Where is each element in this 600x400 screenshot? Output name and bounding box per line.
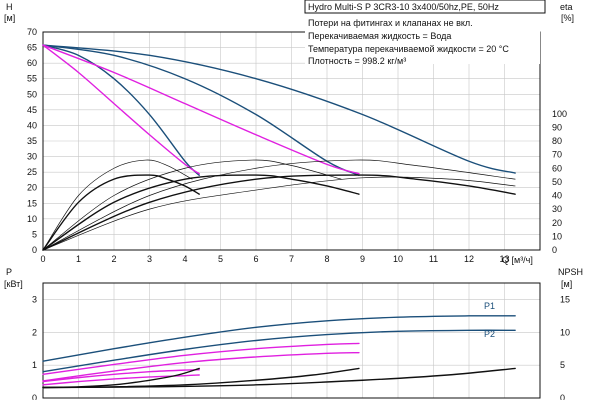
series-line-p1 <box>42 315 516 362</box>
bottom-panel-grid <box>42 283 541 399</box>
top-axis-ticks: 0 1 2 3 4 5 6 7 8 9 10 11 12 130510152025303540455055… <box>27 27 567 264</box>
y-left-tick-label: 3 <box>32 294 37 304</box>
top-plot-frame <box>42 31 541 251</box>
y-left-tick-label: 2 <box>32 327 37 337</box>
x-tick-label: 11 <box>429 254 438 264</box>
series-line-eta-thin-3 <box>42 159 516 251</box>
y-right-title-top: eta <box>560 2 573 12</box>
y-right-tick-label: 15 <box>560 294 570 304</box>
y-left-tick-label: 0 <box>32 245 37 255</box>
series-line-head-1-pump <box>42 44 200 176</box>
y-right-tick-label: 10 <box>552 231 562 241</box>
y-right-tick-label: 5 <box>560 360 565 370</box>
y-left-unit-top: [м] <box>4 13 15 23</box>
x-tick-label: 2 <box>111 254 116 264</box>
note-fittings: Потери на фитингах и клапанах не вкл. <box>308 18 473 28</box>
chart-title: Hydro Multi-S P 3CR3-10 3x400/50hz,PE, 5… <box>308 2 499 12</box>
series-line-head-reduced-1 <box>42 44 200 175</box>
y-left-unit-bottom: [кВт] <box>4 279 23 289</box>
notes-background <box>305 14 540 64</box>
y-left-tick-label: 45 <box>27 105 37 115</box>
x-tick-label: 6 <box>253 254 258 264</box>
y-right-tick-label: 60 <box>552 163 562 173</box>
bottom-series-group <box>42 315 516 389</box>
y-right-tick-label: 80 <box>552 136 562 146</box>
y-right-tick-label: 100 <box>552 109 567 119</box>
series-line-p2 <box>42 329 516 373</box>
series-line-head-3-pumps <box>42 44 516 174</box>
y-left-tick-label: 15 <box>27 198 37 208</box>
y-right-tick-label: 0 <box>560 393 565 400</box>
series-line-npsh-3-pumps <box>42 367 516 389</box>
y-left-tick-label: 65 <box>27 43 37 53</box>
series-line-power-2-b <box>42 351 360 382</box>
series-line-power-1-a <box>42 369 200 383</box>
x-tick-label: 13 <box>499 254 509 264</box>
y-left-tick-label: 0 <box>32 393 37 400</box>
y-right-tick-label: 30 <box>552 204 562 214</box>
series-line-eta-thin-4 <box>42 176 516 251</box>
y-right-tick-label: 50 <box>552 177 562 187</box>
series-line-eta-2-pumps <box>42 174 360 251</box>
y-right-tick-label: 0 <box>552 245 557 255</box>
series-line-eta-thin-2 <box>42 159 342 251</box>
y-left-tick-label: 30 <box>27 152 37 162</box>
x-tick-label: 3 <box>147 254 152 264</box>
x-tick-label: 9 <box>360 254 365 264</box>
series-line-eta-1-pump <box>42 174 200 251</box>
y-right-tick-label: 40 <box>552 191 562 201</box>
y-left-tick-label: 20 <box>27 183 37 193</box>
y-left-title-top: H <box>6 2 13 12</box>
y-left-tick-label: 40 <box>27 120 37 130</box>
note-liquid: Перекачиваемая жидкость = Вода <box>308 31 451 41</box>
series-label-p1: P1 <box>484 301 495 311</box>
y-left-tick-label: 25 <box>27 167 37 177</box>
series-line-eta-thin-1 <box>42 159 193 251</box>
x-tick-label: 1 <box>76 254 81 264</box>
bottom-plot-frame <box>42 282 541 399</box>
y-left-tick-label: 50 <box>27 89 37 99</box>
top-panel-grid <box>42 31 541 251</box>
series-line-npsh-2-pumps <box>42 367 360 389</box>
y-left-tick-label: 35 <box>27 136 37 146</box>
y-right-unit-bottom: [м] <box>561 279 572 289</box>
x-tick-label: 8 <box>324 254 329 264</box>
y-right-unit-top: [%] <box>561 13 574 23</box>
y-left-tick-label: 60 <box>27 58 37 68</box>
series-line-power-1-b <box>42 374 200 386</box>
y-left-tick-label: 5 <box>32 229 37 239</box>
y-left-tick-label: 10 <box>27 214 37 224</box>
title-box <box>304 0 546 14</box>
series-line-head-reduced-2 <box>42 44 360 175</box>
y-right-tick-label: 20 <box>552 218 562 228</box>
x-tick-label: 7 <box>289 254 294 264</box>
x-tick-label: 4 <box>182 254 187 264</box>
x-tick-label: 5 <box>218 254 223 264</box>
y-right-tick-label: 70 <box>552 150 562 160</box>
note-density: Плотность = 998.2 кг/м³ <box>308 56 406 66</box>
top-series-group <box>42 44 516 251</box>
bottom-axis-ticks: 0 1 2 3 0 5 10 15 <box>32 294 570 400</box>
x-tick-label: 0 <box>40 254 45 264</box>
y-left-tick-label: 70 <box>27 27 37 37</box>
series-line-power-2-a <box>42 342 360 376</box>
y-left-tick-label: 1 <box>32 360 37 370</box>
y-right-tick-label: 90 <box>552 122 562 132</box>
y-right-title-bottom: NPSH <box>558 267 583 277</box>
y-left-tick-label: 55 <box>27 74 37 84</box>
x-tick-label: 12 <box>464 254 474 264</box>
y-left-title-bottom: P <box>6 267 12 277</box>
x-tick-label: 10 <box>393 254 403 264</box>
series-line-eta-3-pumps <box>42 174 516 251</box>
series-label-p2: P2 <box>484 329 495 339</box>
y-right-tick-label: 10 <box>560 327 570 337</box>
x-axis-title: Q [м³/ч] <box>502 255 533 265</box>
note-temperature: Температура перекачиваемой жидкости = 20… <box>308 44 509 54</box>
